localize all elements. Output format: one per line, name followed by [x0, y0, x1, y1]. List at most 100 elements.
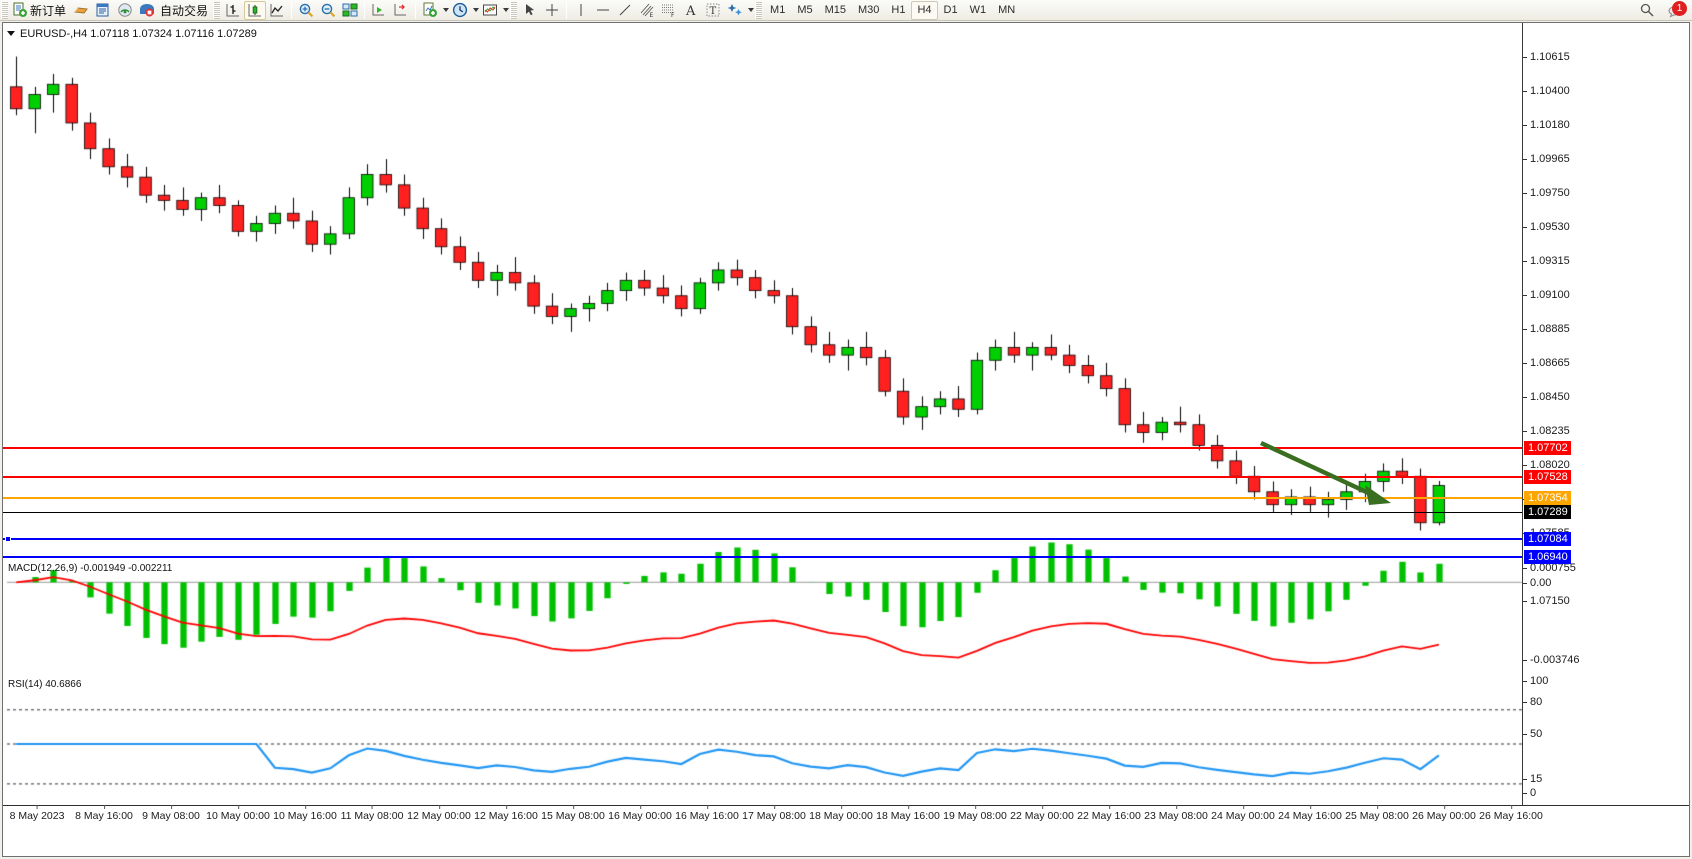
timeframe-w1[interactable]: W1: [969, 4, 987, 16]
time-label-16: 22 May 16:00: [1077, 805, 1141, 822]
rsi-tick-4: 0: [1522, 787, 1537, 799]
resistance-tag-1[interactable]: 1.07702: [1524, 441, 1571, 455]
pending-order-tag[interactable]: 1.07354: [1524, 491, 1571, 505]
vertical-line-icon: [573, 2, 589, 18]
navigator-button[interactable]: [114, 1, 136, 20]
toolbar-separator-3: [415, 1, 417, 19]
price-axis[interactable]: 1.10615 1.10400 1.10180 1.09965 1.09750 …: [1522, 23, 1689, 856]
timeframe-h4[interactable]: H4: [911, 0, 938, 20]
vertical-line-button[interactable]: [570, 1, 592, 20]
pending-order-line[interactable]: [3, 497, 1522, 499]
text-button[interactable]: A: [680, 1, 702, 20]
price-tick-7: 1.09100: [1523, 289, 1570, 301]
toolbar-grip[interactable]: [1, 1, 8, 19]
support-tag-1[interactable]: 1.07084: [1524, 532, 1571, 546]
line-chart-icon: [269, 2, 285, 18]
terminal-icon: [139, 2, 155, 18]
support-line-2[interactable]: [3, 556, 1522, 558]
time-label-0: 8 May 2023: [9, 805, 65, 822]
indicators-dropdown-caret[interactable]: [443, 8, 450, 12]
crosshair-button[interactable]: [541, 1, 563, 20]
time-axis[interactable]: 8 May 2023 8 May 16:00 9 May 08:00 10 Ma…: [3, 805, 1689, 856]
support-line-1-handle[interactable]: [5, 536, 11, 542]
cursor-button[interactable]: [519, 1, 541, 20]
chart-symbol-header: EURUSD-,H4 1.07118 1.07324 1.07116 1.072…: [7, 27, 257, 40]
last-price-line: [3, 512, 1522, 513]
autotrading-button[interactable]: 自动交易: [158, 1, 212, 20]
new-order-icon: [12, 2, 28, 18]
fibonacci-button[interactable]: F: [658, 1, 680, 20]
zoom-out-icon: [320, 2, 336, 18]
trendline-button[interactable]: [614, 1, 636, 20]
horizontal-line-button[interactable]: [592, 1, 614, 20]
macd-indicator-label: MACD(12,26,9) -0.001949 -0.002211: [8, 563, 173, 574]
indicators-button[interactable]: [419, 1, 441, 20]
toolbar-separator-2: [364, 1, 366, 19]
search-button[interactable]: [1636, 1, 1658, 20]
toolbar-grip-4[interactable]: [755, 1, 763, 19]
time-label-17: 23 May 08:00: [1144, 805, 1208, 822]
templates-button[interactable]: [479, 1, 501, 20]
timeframe-m1[interactable]: M1: [770, 4, 786, 16]
text-label-button[interactable]: T: [702, 1, 724, 20]
gold-bar-icon: [73, 2, 89, 18]
chart-shift-button[interactable]: [390, 1, 412, 20]
line-chart-button[interactable]: [266, 1, 288, 20]
timeframe-m30[interactable]: M30: [858, 4, 880, 16]
support-line-1[interactable]: [3, 536, 1522, 542]
resistance-line-1[interactable]: [3, 447, 1522, 449]
toolbar-grip-3[interactable]: [510, 1, 518, 19]
price-axis-divider: [1522, 23, 1523, 856]
trendline-icon: [617, 2, 633, 18]
market-watch-button[interactable]: [70, 1, 92, 20]
rsi-tick-1: 80: [1522, 696, 1543, 708]
periods-button[interactable]: [449, 1, 471, 20]
auto-scroll-button[interactable]: [368, 1, 390, 20]
clock-icon: [452, 2, 468, 18]
resistance-tag-2[interactable]: 1.07528: [1524, 470, 1571, 484]
terminal-button[interactable]: [136, 1, 158, 20]
svg-text:T: T: [710, 6, 717, 17]
support-tag-2[interactable]: 1.06940: [1524, 550, 1571, 564]
auto-scroll-icon: [371, 2, 387, 18]
chart-window[interactable]: EURUSD-,H4 1.07118 1.07324 1.07116 1.072…: [2, 22, 1690, 857]
timeframe-h1[interactable]: H1: [891, 4, 906, 16]
price-tick-11: 1.08235: [1523, 425, 1570, 437]
notification-count-badge: 1: [1672, 0, 1687, 16]
down-arrow-annotation[interactable]: [1253, 433, 1398, 518]
shapes-icon: [727, 2, 743, 18]
periods-dropdown-caret[interactable]: [473, 8, 480, 12]
data-window-button[interactable]: [92, 1, 114, 20]
tile-windows-button[interactable]: [339, 1, 361, 20]
resistance-line-2[interactable]: [3, 476, 1522, 478]
shapes-button[interactable]: [724, 1, 746, 20]
time-label-9: 16 May 00:00: [608, 805, 672, 822]
timeframe-mn[interactable]: MN: [998, 4, 1016, 16]
timeframe-d1[interactable]: D1: [943, 4, 958, 16]
zoom-in-button[interactable]: [295, 1, 317, 20]
timeframe-m5[interactable]: M5: [797, 4, 813, 16]
zoom-out-button[interactable]: [317, 1, 339, 20]
price-tick-1: 1.10400: [1523, 85, 1570, 97]
notifications-button[interactable]: 1: [1658, 0, 1692, 20]
rsi-indicator-label: RSI(14) 40.6866: [8, 679, 82, 690]
zoom-in-icon: [298, 2, 314, 18]
time-label-21: 26 May 00:00: [1412, 805, 1476, 822]
price-tick-2: 1.10180: [1523, 119, 1570, 131]
bar-chart-button[interactable]: [222, 1, 244, 20]
new-order-button[interactable]: 新订单: [10, 1, 70, 20]
candlestick-chart-button[interactable]: [244, 0, 267, 20]
price-tick-0: 1.10615: [1523, 51, 1570, 63]
equidistant-channel-button[interactable]: E: [636, 1, 658, 20]
chart-menu-caret-icon[interactable]: [7, 31, 15, 36]
price-tick-4: 1.09750: [1523, 187, 1570, 199]
candlestick-icon: [247, 2, 263, 18]
chart-canvas[interactable]: [3, 23, 1689, 856]
toolbar-grip-2[interactable]: [213, 1, 221, 19]
timeframe-m15[interactable]: M15: [824, 4, 846, 16]
last-price-tag[interactable]: 1.07289: [1524, 505, 1571, 519]
time-label-19: 24 May 16:00: [1278, 805, 1342, 822]
templates-dropdown-caret[interactable]: [503, 8, 510, 12]
symbol-ohlc-text: EURUSD-,H4 1.07118 1.07324 1.07116 1.072…: [20, 27, 257, 40]
shapes-dropdown-caret[interactable]: [748, 8, 755, 12]
